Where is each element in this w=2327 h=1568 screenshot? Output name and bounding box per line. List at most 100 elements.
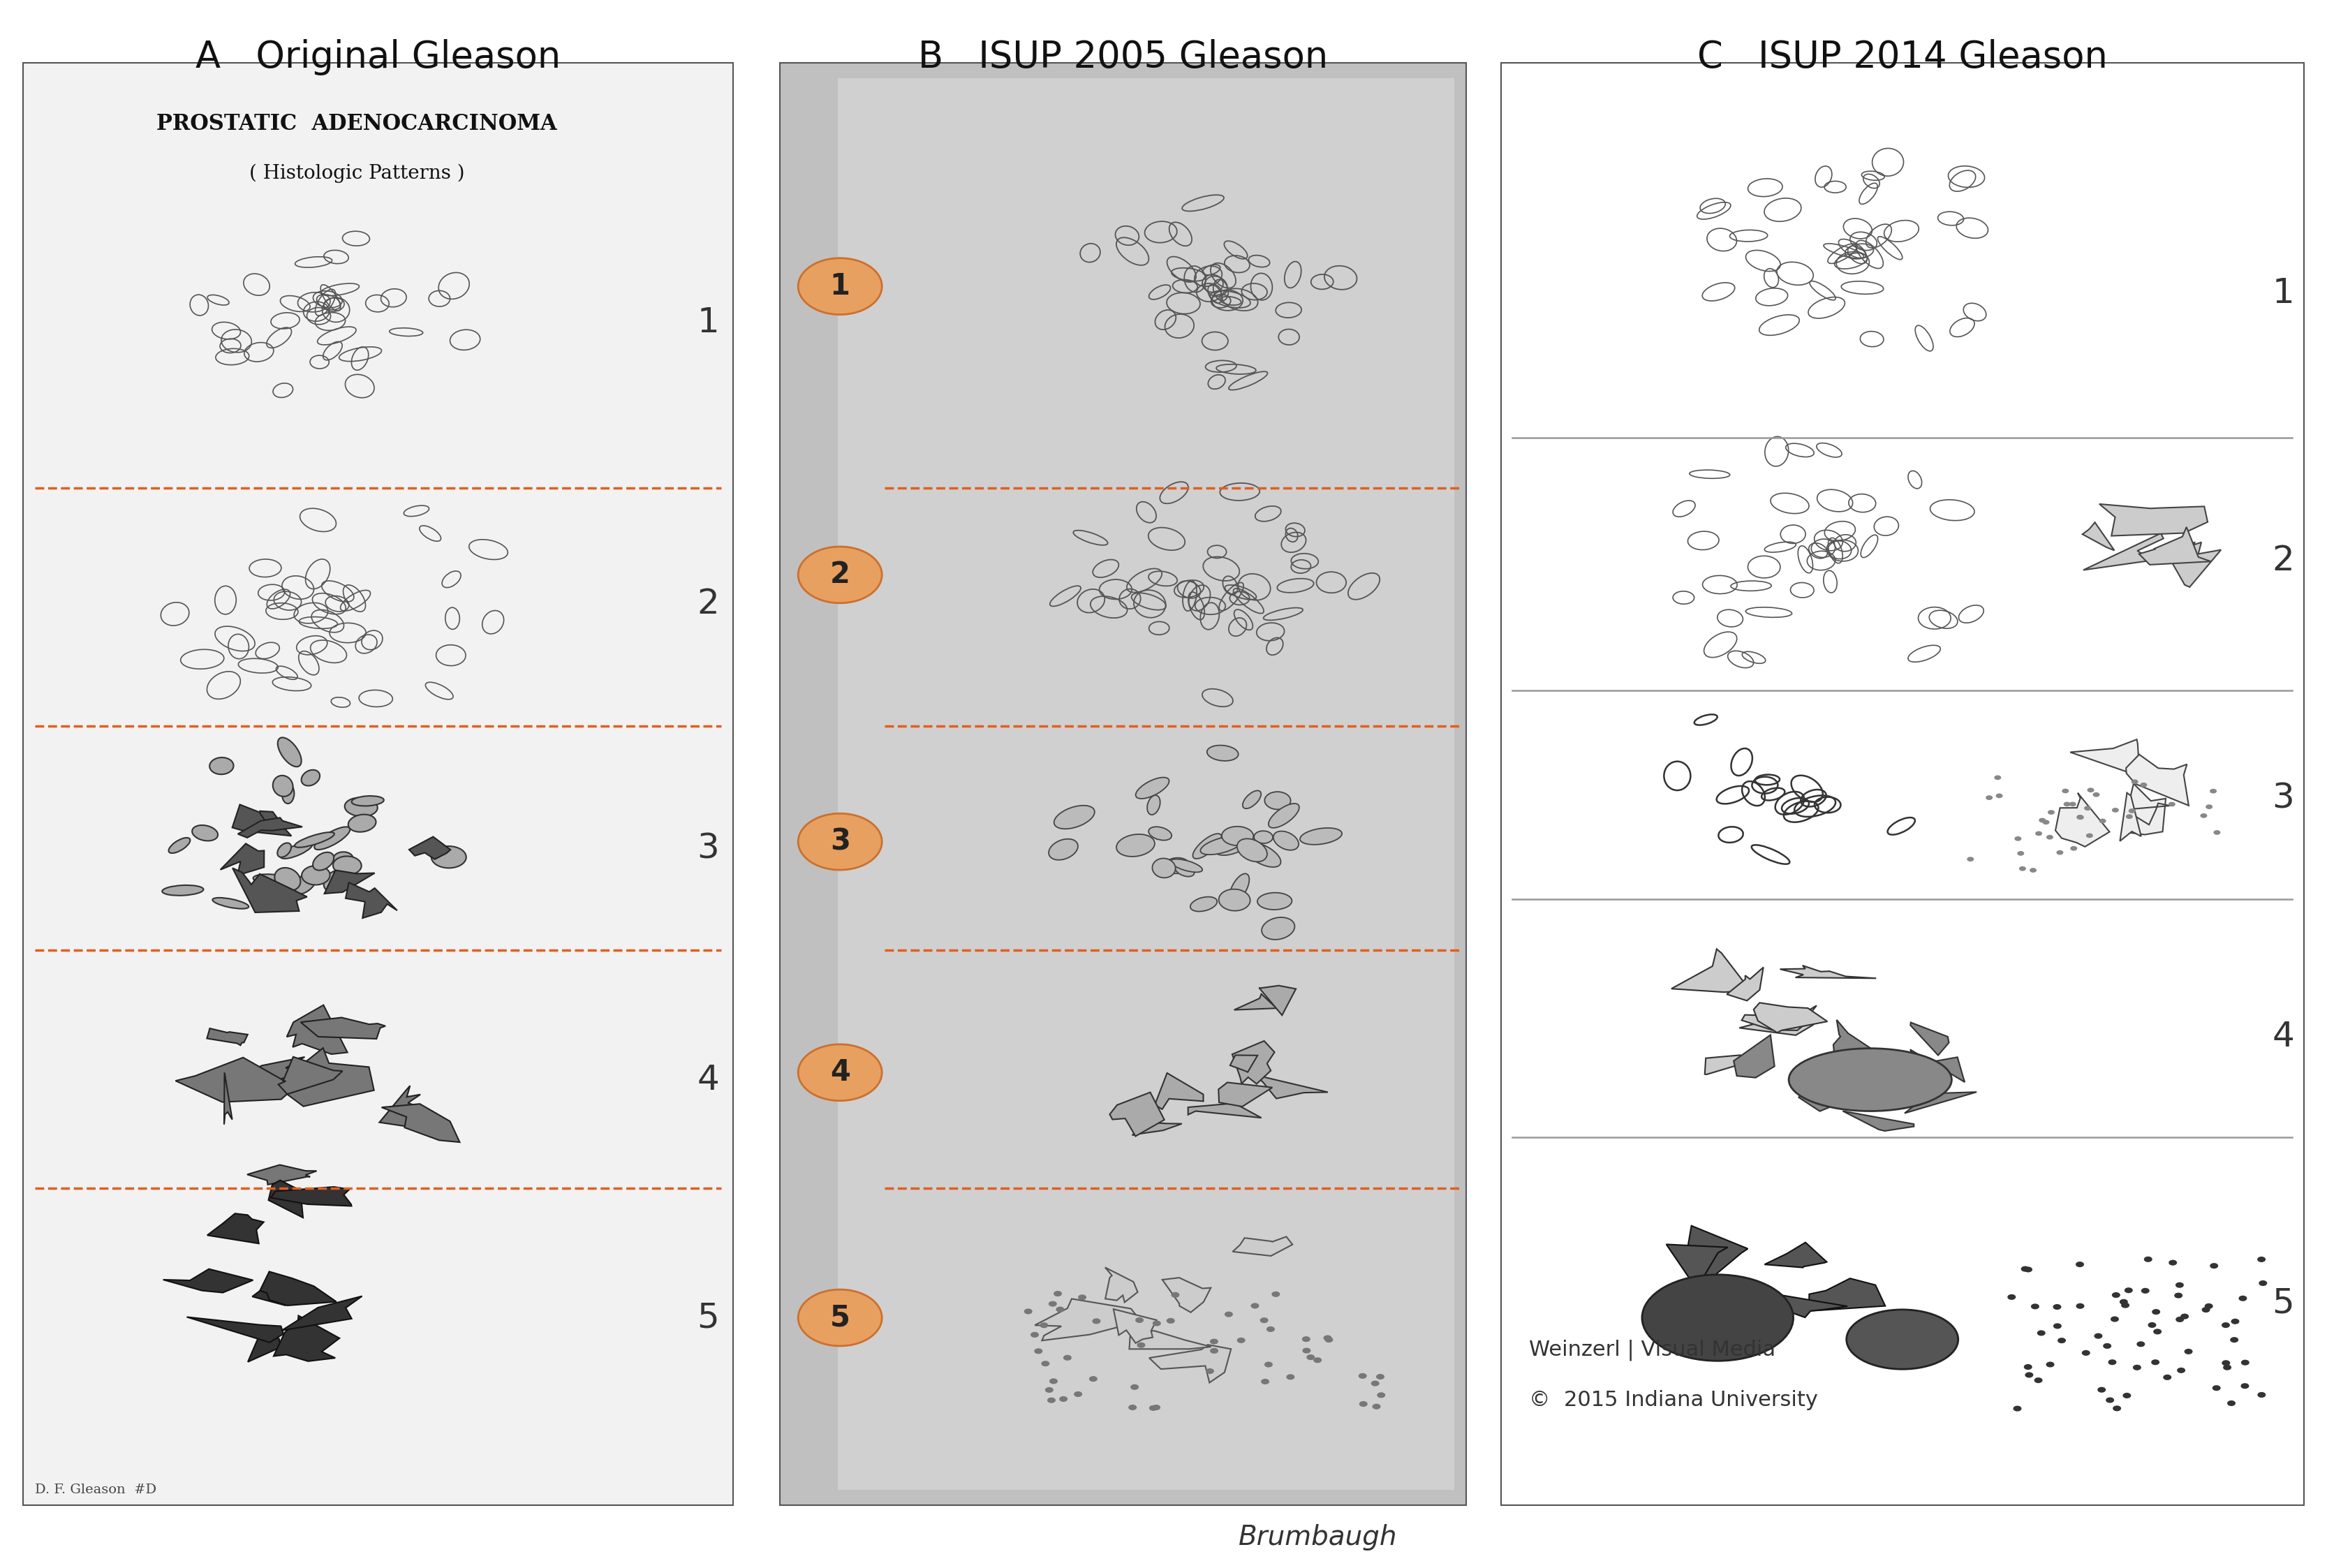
Polygon shape (1154, 1073, 1203, 1109)
Polygon shape (1161, 1278, 1210, 1312)
Polygon shape (163, 1269, 254, 1292)
Ellipse shape (314, 826, 349, 850)
Circle shape (2169, 1259, 2178, 1265)
Circle shape (2222, 1364, 2232, 1370)
Circle shape (1166, 1319, 1175, 1323)
Circle shape (2122, 1303, 2129, 1308)
Circle shape (2241, 1383, 2250, 1389)
Circle shape (1359, 1402, 1368, 1406)
Circle shape (798, 259, 882, 315)
Text: 3: 3 (696, 833, 719, 866)
Polygon shape (286, 1005, 347, 1054)
Circle shape (2062, 789, 2069, 793)
Polygon shape (277, 1047, 375, 1107)
Polygon shape (268, 1181, 307, 1218)
Polygon shape (1685, 1226, 1748, 1292)
Circle shape (1049, 1301, 1056, 1306)
Circle shape (1136, 1317, 1143, 1323)
Ellipse shape (282, 784, 293, 803)
Polygon shape (1910, 1022, 1950, 1055)
Circle shape (2024, 1372, 2034, 1378)
Circle shape (2057, 850, 2064, 855)
Text: 1: 1 (2271, 278, 2294, 310)
Ellipse shape (1254, 831, 1273, 844)
Circle shape (2148, 1322, 2157, 1328)
Polygon shape (223, 1073, 233, 1124)
Text: 2: 2 (831, 560, 849, 590)
Polygon shape (279, 1057, 342, 1094)
Circle shape (2038, 818, 2045, 823)
Circle shape (1045, 1388, 1054, 1392)
Circle shape (1266, 1327, 1275, 1333)
Circle shape (2239, 1295, 2248, 1301)
Polygon shape (1834, 1019, 1885, 1069)
Circle shape (1024, 1309, 1033, 1314)
Text: C   ISUP 2014 Gleason: C ISUP 2014 Gleason (1696, 39, 2108, 75)
Polygon shape (2099, 503, 2208, 536)
Circle shape (2120, 1298, 2127, 1305)
FancyBboxPatch shape (23, 63, 733, 1505)
Polygon shape (186, 1317, 284, 1342)
Circle shape (1312, 1358, 1322, 1363)
Polygon shape (1036, 1298, 1140, 1341)
Circle shape (1170, 1292, 1180, 1298)
Circle shape (2043, 820, 2050, 825)
Ellipse shape (1049, 839, 1077, 859)
Circle shape (2201, 814, 2208, 818)
Circle shape (2213, 829, 2220, 834)
Polygon shape (237, 817, 303, 837)
Ellipse shape (254, 875, 291, 884)
Circle shape (2206, 804, 2213, 809)
Circle shape (2020, 866, 2027, 870)
Circle shape (1375, 1374, 1385, 1380)
Circle shape (2222, 1359, 2229, 1366)
Polygon shape (233, 804, 291, 836)
Polygon shape (410, 837, 451, 859)
Circle shape (2020, 1265, 2029, 1272)
Circle shape (2099, 818, 2106, 823)
Circle shape (1261, 1378, 1268, 1385)
Text: 5: 5 (2271, 1287, 2294, 1320)
Ellipse shape (1273, 831, 1298, 850)
Circle shape (1264, 1361, 1273, 1367)
Polygon shape (1780, 966, 1876, 978)
Polygon shape (207, 1214, 263, 1243)
Text: 4: 4 (2271, 1019, 2294, 1054)
Circle shape (2222, 1322, 2229, 1328)
Circle shape (798, 1289, 882, 1345)
Polygon shape (1133, 1123, 1182, 1135)
Circle shape (2132, 779, 2139, 784)
Circle shape (1031, 1331, 1038, 1338)
Circle shape (2141, 1287, 2150, 1294)
Circle shape (2125, 1287, 2134, 1294)
Circle shape (2071, 847, 2078, 851)
Circle shape (1359, 1374, 1366, 1378)
Text: B   ISUP 2005 Gleason: B ISUP 2005 Gleason (917, 39, 1329, 75)
Circle shape (1994, 775, 2001, 779)
Circle shape (1089, 1377, 1098, 1381)
Polygon shape (2125, 803, 2171, 825)
Ellipse shape (168, 837, 191, 853)
Polygon shape (249, 1328, 284, 1363)
Ellipse shape (293, 872, 316, 894)
Circle shape (2173, 1292, 2183, 1298)
Circle shape (1259, 1317, 1268, 1323)
Circle shape (2029, 867, 2036, 872)
Text: 1: 1 (696, 306, 719, 339)
Circle shape (1287, 1374, 1294, 1380)
Circle shape (2211, 1262, 2218, 1269)
Circle shape (1138, 1342, 1145, 1348)
Polygon shape (1764, 1242, 1827, 1267)
Circle shape (1378, 1392, 1385, 1399)
Circle shape (2108, 1359, 2118, 1366)
Circle shape (2024, 1364, 2031, 1370)
Circle shape (1063, 1355, 1073, 1361)
Ellipse shape (1170, 859, 1203, 872)
Circle shape (2113, 1292, 2120, 1298)
Circle shape (2241, 1359, 2250, 1366)
Polygon shape (1910, 1049, 1964, 1082)
Ellipse shape (277, 737, 303, 767)
Ellipse shape (212, 898, 249, 909)
Polygon shape (233, 869, 307, 913)
Circle shape (2260, 1281, 2266, 1286)
